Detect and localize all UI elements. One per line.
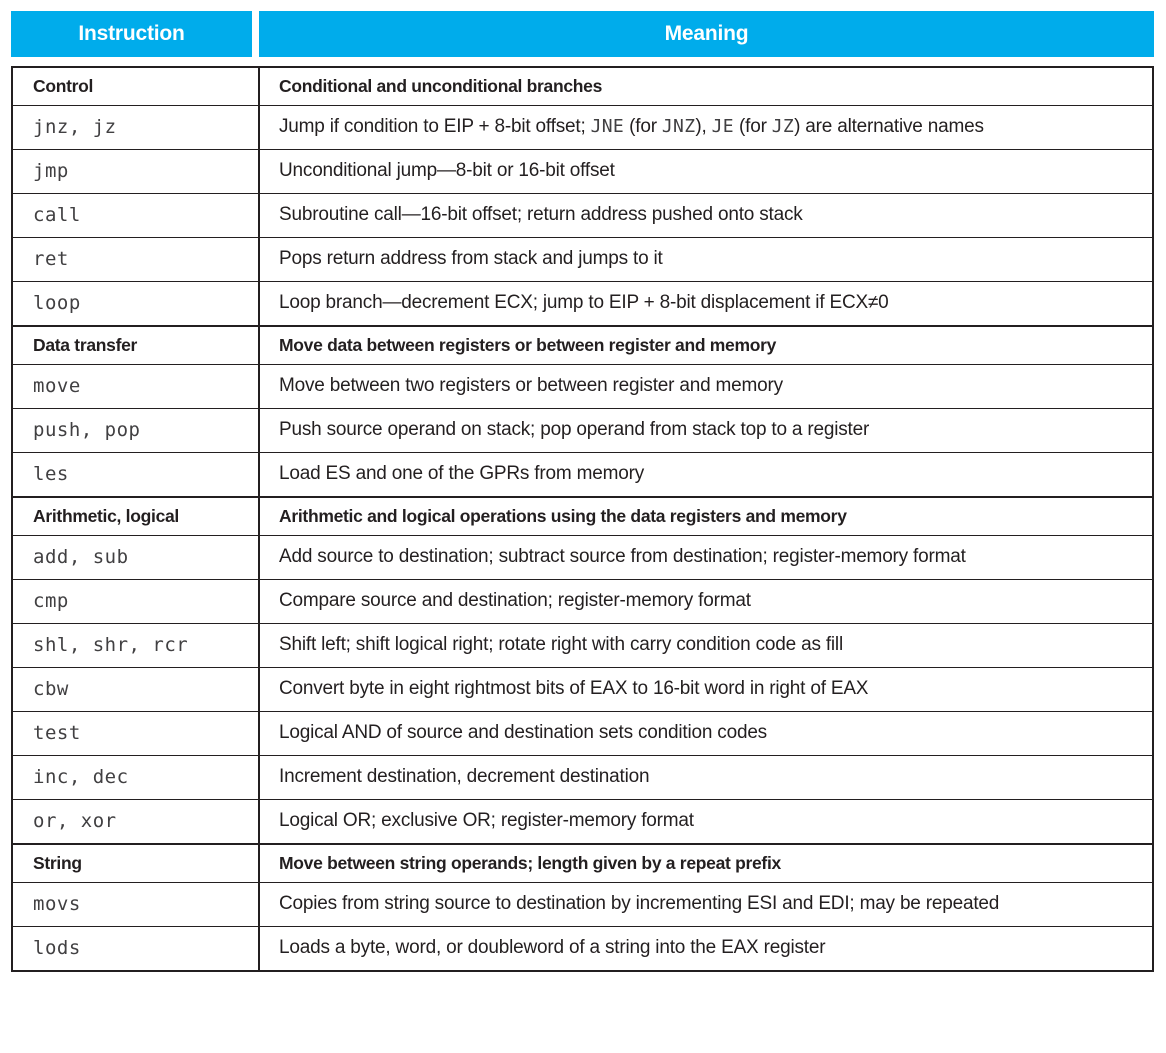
meaning-cell: Logical OR; exclusive OR; register-memor… (259, 799, 1153, 844)
instruction-cell: call (12, 193, 260, 238)
meaning-cell: Pops return address from stack and jumps… (259, 237, 1153, 282)
instruction-cell: cmp (12, 579, 260, 624)
meaning-cell: Conditional and unconditional branches (279, 76, 603, 96)
instruction-cell: move (12, 364, 260, 409)
instruction-cell: cbw (12, 667, 260, 712)
section-row: String Move between string operands; leng… (12, 843, 1153, 883)
meaning-cell: Loads a byte, word, or doubleword of a s… (259, 926, 1153, 971)
table-row: shl, shr, rcr Shift left; shift logical r… (12, 623, 1153, 668)
table-row: add, sub Add source to destination; subtr… (12, 535, 1153, 580)
table-row: push, pop Push source operand on stack; p… (12, 408, 1153, 453)
table-row: call Subroutine call—16-bit offset; retur… (12, 193, 1153, 238)
instruction-cell: inc, dec (12, 755, 260, 800)
meaning-cell: Push source operand on stack; pop operan… (259, 408, 1153, 453)
table-row: or, xor Logical OR; exclusive OR; registe… (12, 799, 1153, 844)
section-row: Data transfer Move data between registers… (12, 325, 1153, 365)
inline-mnemonic: JE (711, 116, 734, 137)
table-body: Control Conditional and unconditional bra… (12, 67, 1153, 971)
instruction-cell: ret (12, 237, 260, 282)
meaning-cell: Arithmetic and logical operations using … (259, 496, 1153, 536)
meaning-cell: Move between two registers or between re… (259, 364, 1153, 409)
table-row: cmp Compare source and destination; regis… (12, 579, 1153, 624)
instruction-cell: or, xor (12, 799, 260, 844)
meaning-cell: Convert byte in eight rightmost bits of … (259, 667, 1153, 712)
instruction-cell: test (12, 711, 260, 756)
inline-mnemonic: JZ (771, 116, 795, 137)
column-header-instruction-label: Instruction (78, 22, 185, 45)
meaning-cell: Subroutine call—16-bit offset; return ad… (259, 193, 1153, 238)
instruction-cell: String (12, 843, 260, 883)
table-row: movs Copies from string source to destina… (12, 882, 1153, 927)
instruction-cell: movs (12, 882, 260, 927)
meaning-cell: Shift left; shift logical right; rotate … (259, 623, 1153, 668)
meaning-cell: Move data between registers or between r… (259, 325, 1153, 365)
table-header: Instruction Meaning (11, 11, 1154, 57)
meaning-cell: Increment destination, decrement destina… (259, 755, 1153, 800)
instruction-cell: Data transfer (12, 325, 260, 365)
instruction-cell: add, sub (12, 535, 260, 580)
table-row: les Load ES and one of the GPRs from memo… (12, 452, 1153, 497)
table-row: inc, dec Increment destination, decrement… (12, 755, 1153, 800)
instruction-cell: jmp (12, 149, 260, 194)
column-header-meaning: Meaning (259, 11, 1154, 57)
table-row: loop Loop branch—decrement ECX; jump to E… (12, 281, 1153, 326)
instruction-table: Control Conditional and unconditional bra… (11, 66, 1154, 972)
instruction-cell: shl, shr, rcr (12, 623, 260, 668)
instruction-cell: Control (12, 67, 260, 106)
inline-mnemonic: JNZ (661, 116, 696, 137)
meaning-cell: Logical AND of source and destination se… (259, 711, 1153, 756)
instruction-cell: jnz, jz (12, 105, 260, 150)
meaning-cell: Jump if condition to EIP + 8-bit offset;… (259, 105, 1153, 150)
table-row: ret Pops return address from stack and ju… (12, 237, 1153, 282)
section-row: Control Conditional and unconditional bra… (12, 67, 1153, 106)
meaning-cell: Move between string operands; length giv… (259, 843, 1153, 883)
meaning-cell: Load ES and one of the GPRs from memory (259, 452, 1153, 497)
instruction-cell: les (12, 452, 260, 497)
column-header-instruction: Instruction (11, 11, 252, 57)
instruction-cell: lods (12, 926, 260, 971)
meaning-cell: Unconditional jump—8-bit or 16-bit offse… (259, 149, 1153, 194)
instruction-cell: Arithmetic, logical (12, 496, 260, 536)
meaning-cell: Compare source and destination; register… (259, 579, 1153, 624)
meaning-cell: Add source to destination; subtract sour… (259, 535, 1153, 580)
table-row: jmp Unconditional jump—8-bit or 16-bit of… (12, 149, 1153, 194)
table-row: jnz, jz Jump if condition to EIP + 8-bit … (12, 105, 1153, 150)
section-row: Arithmetic, logical Arithmetic and logica… (12, 496, 1153, 536)
table-row: move Move between two registers or betwee… (12, 364, 1153, 409)
table-row: cbw Convert byte in eight rightmost bits … (12, 667, 1153, 712)
instruction-cell: push, pop (12, 408, 260, 453)
instruction-cell: loop (12, 281, 260, 326)
meaning-cell: Loop branch—decrement ECX; jump to EIP +… (259, 281, 1153, 326)
table-row: test Logical AND of source and destinatio… (12, 711, 1153, 756)
inline-mnemonic: JNE (590, 116, 625, 137)
column-header-meaning-label: Meaning (664, 22, 749, 45)
table-row: lods Loads a byte, word, or doubleword of… (12, 926, 1153, 971)
meaning-cell: Copies from string source to destination… (259, 882, 1153, 927)
